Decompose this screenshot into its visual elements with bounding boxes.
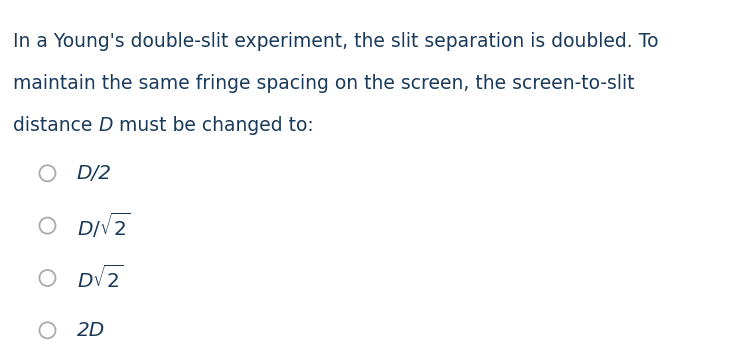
Text: $D\sqrt{2}$: $D\sqrt{2}$: [77, 264, 123, 292]
Text: In a Young's double-slit experiment, the slit separation is doubled. To: In a Young's double-slit experiment, the…: [13, 32, 658, 52]
Text: D/2: D/2: [77, 164, 112, 183]
Text: 2D: 2D: [77, 321, 105, 340]
Text: must be changed to:: must be changed to:: [113, 116, 314, 135]
Text: D: D: [99, 116, 113, 135]
Text: $D/\sqrt{2}$: $D/\sqrt{2}$: [77, 211, 130, 240]
Text: distance: distance: [13, 116, 99, 135]
Text: maintain the same fringe spacing on the screen, the screen-to-slit: maintain the same fringe spacing on the …: [13, 74, 634, 93]
